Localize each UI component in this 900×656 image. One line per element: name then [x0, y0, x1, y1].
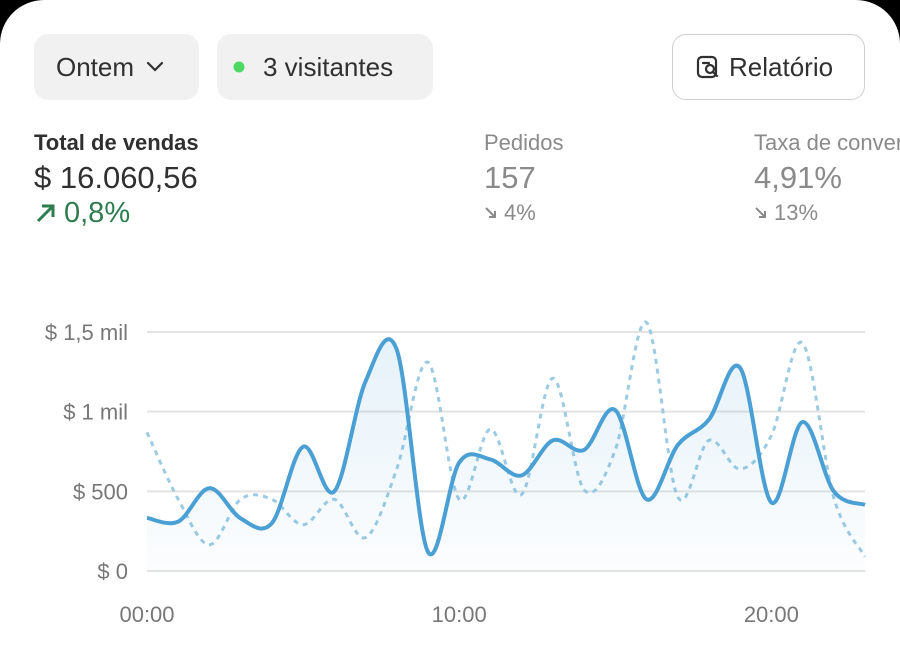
arrow-up-icon — [36, 204, 55, 223]
live-dot — [233, 61, 245, 73]
date-filter-label: Ontem — [56, 51, 135, 82]
report-label: Relatório — [729, 51, 834, 82]
report-button[interactable]: Relatório — [672, 34, 865, 100]
metric-change-text: 0,8% — [64, 196, 131, 229]
metric-conversion[interactable]: Taxa de conversão 4,91% 13% — [754, 128, 900, 228]
series-line — [146, 337, 866, 557]
y-tick-label: $ 500 — [73, 479, 128, 504]
x-tick-label: 00:00 — [119, 602, 174, 627]
metric-value: 4,91% — [754, 160, 842, 195]
date-filter-button[interactable]: Ontem — [34, 34, 199, 100]
metric-change: 0,8% — [34, 196, 199, 229]
x-tick-label: 20:00 — [744, 602, 799, 627]
metric-title: Total de vendas — [34, 130, 199, 155]
metric-title: Pedidos — [484, 130, 564, 155]
arrow-down-icon — [485, 207, 496, 218]
y-tick-label: $ 0 — [97, 559, 128, 584]
x-tick-label: 10:00 — [432, 602, 487, 627]
metric-change-text: 4% — [504, 200, 536, 225]
arrow-down-icon — [755, 207, 766, 218]
metric-sales[interactable]: Total de vendas $ 16.060,56 0,8% — [34, 128, 199, 229]
metric-change: 13% — [754, 198, 900, 228]
metric-value: $ 16.060,56 — [34, 160, 198, 195]
y-tick-label: $ 1,5 mil — [45, 320, 128, 345]
metric-orders[interactable]: Pedidos 157 4% — [484, 128, 564, 228]
y-tick-label: $ 1 mil — [63, 400, 128, 425]
metric-change-text: 13% — [774, 200, 819, 225]
metric-title: Taxa de conversão — [754, 130, 900, 155]
visitors-label: 3 visitantes — [263, 51, 394, 82]
visitors-button[interactable]: 3 visitantes — [217, 34, 433, 100]
metric-change: 4% — [484, 198, 564, 228]
chevron-icon — [146, 61, 164, 72]
series-area — [147, 339, 865, 571]
report-icon — [696, 55, 719, 79]
metric-value: 157 — [484, 160, 536, 195]
